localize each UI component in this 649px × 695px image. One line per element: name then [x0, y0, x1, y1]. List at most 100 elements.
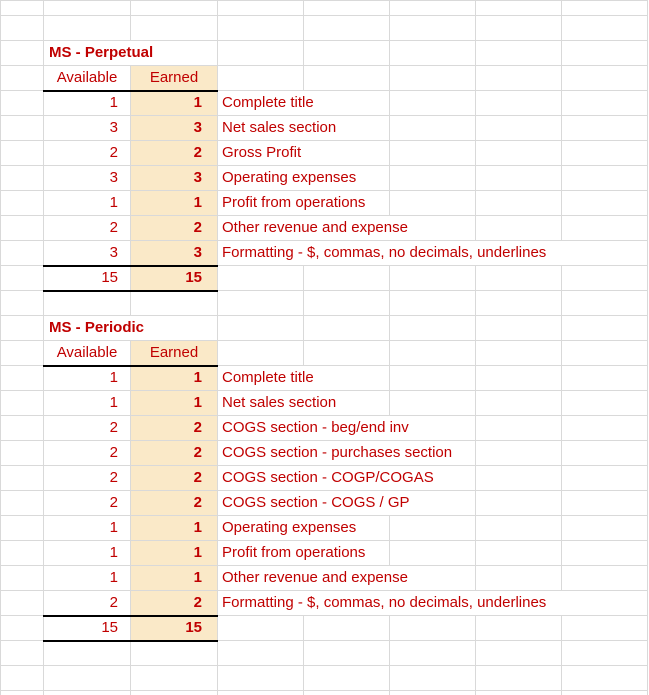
empty-cell: [0, 140, 44, 166]
available-value[interactable]: 3: [43, 240, 131, 266]
empty-cell: [0, 15, 44, 41]
earned-column-header[interactable]: Earned: [130, 340, 218, 367]
total-available[interactable]: 15: [43, 264, 131, 292]
earned-value[interactable]: 2: [130, 490, 218, 516]
earned-column-header[interactable]: Earned: [130, 65, 218, 92]
rubric-item-label[interactable]: COGS section - COGS / GP: [217, 490, 476, 516]
empty-cell: [130, 0, 218, 16]
empty-cell: [0, 690, 44, 695]
available-value[interactable]: 2: [43, 490, 131, 516]
section-title-perpetual[interactable]: MS - Perpetual: [43, 40, 218, 66]
earned-value[interactable]: 2: [130, 140, 218, 166]
available-value[interactable]: 1: [43, 515, 131, 541]
available-value[interactable]: 1: [43, 565, 131, 591]
earned-value[interactable]: 2: [130, 590, 218, 616]
available-value[interactable]: 2: [43, 215, 131, 241]
empty-cell: [475, 215, 562, 241]
empty-cell: [389, 665, 476, 691]
earned-value[interactable]: 1: [130, 390, 218, 416]
rubric-item-label[interactable]: Other revenue and expense: [217, 565, 476, 591]
available-value[interactable]: 3: [43, 165, 131, 191]
earned-value[interactable]: 2: [130, 215, 218, 241]
available-value[interactable]: 2: [43, 465, 131, 491]
earned-value[interactable]: 3: [130, 115, 218, 141]
available-value[interactable]: 2: [43, 140, 131, 166]
rubric-item-label[interactable]: Other revenue and expense: [217, 215, 476, 241]
rubric-item-label[interactable]: Formatting - $, commas, no decimals, und…: [217, 240, 648, 266]
empty-cell: [217, 265, 304, 291]
empty-cell: [561, 15, 648, 41]
empty-cell: [561, 690, 648, 695]
earned-value[interactable]: 2: [130, 415, 218, 441]
available-value[interactable]: 1: [43, 190, 131, 216]
available-value[interactable]: 2: [43, 590, 131, 616]
available-value[interactable]: 2: [43, 415, 131, 441]
earned-value[interactable]: 1: [130, 565, 218, 591]
available-column-header[interactable]: Available: [43, 340, 131, 367]
empty-cell: [561, 465, 648, 491]
empty-cell: [561, 290, 648, 316]
empty-cell: [561, 415, 648, 441]
earned-value[interactable]: 3: [130, 165, 218, 191]
empty-cell: [43, 690, 131, 695]
empty-cell: [0, 515, 44, 541]
rubric-item-label[interactable]: COGS section - COGP/COGAS: [217, 465, 476, 491]
empty-cell: [0, 615, 44, 641]
empty-cell: [389, 615, 476, 641]
total-earned[interactable]: 15: [130, 264, 218, 292]
totals-row: 15 15: [0, 264, 648, 292]
empty-cell: [217, 315, 304, 341]
rubric-item-label[interactable]: Operating expenses: [217, 165, 390, 191]
earned-value[interactable]: 3: [130, 240, 218, 266]
empty-cell: [389, 265, 476, 291]
rubric-item-label[interactable]: Formatting - $, commas, no decimals, und…: [217, 590, 648, 616]
empty-cell: [561, 0, 648, 16]
rubric-item-label[interactable]: Profit from operations: [217, 190, 390, 216]
available-value[interactable]: 1: [43, 365, 131, 391]
empty-cell: [475, 415, 562, 441]
empty-cell: [475, 340, 562, 366]
rubric-item-label[interactable]: COGS section - purchases section: [217, 440, 476, 466]
rubric-item-label[interactable]: Profit from operations: [217, 540, 390, 566]
earned-value[interactable]: 2: [130, 440, 218, 466]
rubric-item-label[interactable]: Operating expenses: [217, 515, 390, 541]
rubric-item-label[interactable]: Net sales section: [217, 115, 390, 141]
available-value[interactable]: 1: [43, 90, 131, 116]
rubric-item-label[interactable]: Complete title: [217, 365, 390, 391]
empty-cell: [43, 290, 131, 316]
earned-value[interactable]: 1: [130, 365, 218, 391]
available-value[interactable]: 3: [43, 115, 131, 141]
section-title-periodic[interactable]: MS - Periodic: [43, 315, 218, 341]
empty-cell: [475, 65, 562, 91]
total-earned[interactable]: 15: [130, 614, 218, 642]
rubric-item-label[interactable]: Gross Profit: [217, 140, 390, 166]
empty-cell: [475, 0, 562, 16]
rubric-item-label[interactable]: Complete title: [217, 90, 390, 116]
total-available[interactable]: 15: [43, 614, 131, 642]
empty-cell: [475, 515, 562, 541]
empty-cell: [389, 65, 476, 91]
available-column-header[interactable]: Available: [43, 65, 131, 92]
empty-cell: [303, 690, 390, 695]
empty-cell: [475, 365, 562, 391]
empty-cell: [389, 190, 476, 216]
rubric-item-label[interactable]: COGS section - beg/end inv: [217, 415, 476, 441]
earned-value[interactable]: 1: [130, 90, 218, 116]
empty-cell: [0, 215, 44, 241]
available-value[interactable]: 2: [43, 440, 131, 466]
earned-value[interactable]: 2: [130, 465, 218, 491]
rubric-item-label[interactable]: Net sales section: [217, 390, 390, 416]
earned-value[interactable]: 1: [130, 190, 218, 216]
empty-cell: [217, 65, 304, 91]
earned-value[interactable]: 1: [130, 515, 218, 541]
available-value[interactable]: 1: [43, 540, 131, 566]
empty-cell: [561, 515, 648, 541]
rubric-row: 2 2 COGS section - beg/end inv: [0, 415, 648, 441]
empty-cell: [130, 15, 218, 41]
available-value[interactable]: 1: [43, 390, 131, 416]
empty-cell: [561, 615, 648, 641]
empty-cell: [561, 640, 648, 666]
empty-cell: [389, 365, 476, 391]
earned-value[interactable]: 1: [130, 540, 218, 566]
empty-cell: [0, 165, 44, 191]
